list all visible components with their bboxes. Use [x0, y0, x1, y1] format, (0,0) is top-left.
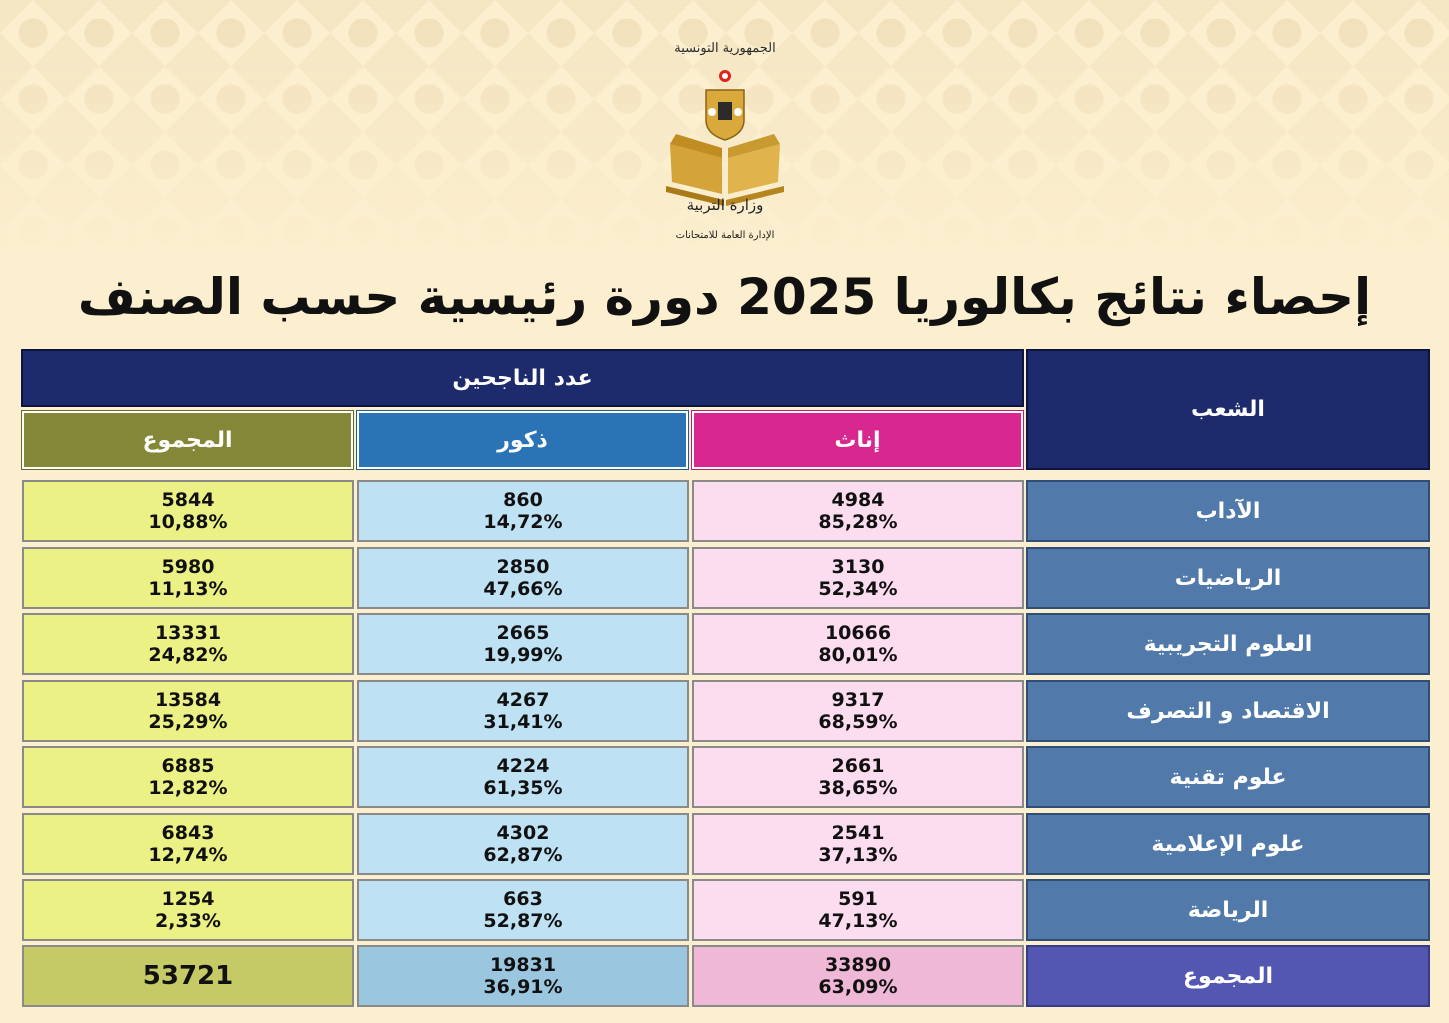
svg-text:الجمهورية التونسية: الجمهورية التونسية [674, 41, 776, 56]
total-percent: 2,33% [155, 910, 221, 932]
total-count: 13584 [154, 689, 222, 711]
female-count: 2661 [831, 755, 885, 777]
male-percent: 31,41% [483, 711, 563, 733]
svg-text:وزارة التربية: وزارة التربية [687, 196, 764, 214]
female-cell: 3130 52,34% [692, 547, 1024, 609]
female-percent: 85,28% [818, 511, 898, 533]
total-cell: 5980 11,13% [22, 547, 354, 609]
male-count: 2850 [496, 556, 550, 578]
total-percent: 25,29% [148, 711, 228, 733]
male-count: 4267 [496, 689, 550, 711]
male-cell: 4267 31,41% [357, 680, 689, 742]
male-cell: 663 52,87% [357, 879, 689, 941]
total-cell: 1254 2,33% [22, 879, 354, 941]
male-header: ذكور [356, 410, 689, 470]
female-percent: 80,01% [818, 644, 898, 666]
total-count: 5844 [161, 489, 215, 511]
male-percent: 61,35% [483, 777, 563, 799]
male-percent: 14,72% [483, 511, 563, 533]
total-count: 13331 [154, 622, 222, 644]
total-cell: 5844 10,88% [22, 480, 354, 542]
branch-name: الرياضة [1026, 879, 1430, 941]
total-count: 5980 [161, 556, 215, 578]
total-percent: 24,82% [148, 644, 228, 666]
male-cell: 4224 61,35% [357, 746, 689, 808]
female-cell: 10666 80,01% [692, 613, 1024, 675]
male-count: 663 [503, 888, 543, 910]
total-count: 6885 [161, 755, 215, 777]
total-header: المجموع [21, 410, 354, 470]
total-cell: 6885 12,82% [22, 746, 354, 808]
totals-male-cell: 19831 36,91% [357, 945, 689, 1007]
page-title: إحصاء نتائج بكالوريا 2025 دورة رئيسية حس… [77, 268, 1372, 326]
passed-header: عدد الناجحين [21, 349, 1024, 407]
totals-male-percent: 36,91% [483, 976, 563, 998]
totals-total-cell: 53721 [22, 945, 354, 1007]
female-cell: 4984 85,28% [692, 480, 1024, 542]
branch-name: علوم الإعلامية [1026, 813, 1430, 875]
total-percent: 10,88% [148, 511, 228, 533]
branch-name: الرياضيات [1026, 547, 1430, 609]
female-cell: 9317 68,59% [692, 680, 1024, 742]
grand-total: 53721 [142, 961, 234, 991]
female-percent: 52,34% [818, 578, 898, 600]
female-percent: 37,13% [818, 844, 898, 866]
female-count: 591 [838, 888, 878, 910]
total-percent: 11,13% [148, 578, 228, 600]
branch-name: الآداب [1026, 480, 1430, 542]
totals-female-cell: 33890 63,09% [692, 945, 1024, 1007]
male-count: 4224 [496, 755, 550, 777]
female-header: إناث [691, 410, 1024, 470]
female-cell: 591 47,13% [692, 879, 1024, 941]
female-cell: 2541 37,13% [692, 813, 1024, 875]
total-cell: 6843 12,74% [22, 813, 354, 875]
female-count: 10666 [824, 622, 892, 644]
female-percent: 68,59% [818, 711, 898, 733]
male-count: 4302 [496, 822, 550, 844]
male-cell: 4302 62,87% [357, 813, 689, 875]
total-count: 6843 [161, 822, 215, 844]
male-count: 2665 [496, 622, 550, 644]
male-percent: 52,87% [483, 910, 563, 932]
branch-name: العلوم التجريبية [1026, 613, 1430, 675]
male-percent: 19,99% [483, 644, 563, 666]
total-cell: 13331 24,82% [22, 613, 354, 675]
totals-male-count: 19831 [489, 954, 557, 976]
total-cell: 13584 25,29% [22, 680, 354, 742]
male-cell: 2850 47,66% [357, 547, 689, 609]
totals-female-percent: 63,09% [818, 976, 898, 998]
branch-name: علوم تقنية [1026, 746, 1430, 808]
branch-header: الشعب [1026, 349, 1430, 470]
male-percent: 62,87% [483, 844, 563, 866]
branch-name: الاقتصاد و التصرف [1026, 680, 1430, 742]
female-count: 2541 [831, 822, 885, 844]
male-count: 860 [503, 489, 543, 511]
ministry-logo: الجمهورية التونسية وزارة التربية الإدارة… [662, 36, 788, 250]
svg-text:الإدارة العامة للامتحانات: الإدارة العامة للامتحانات [676, 230, 775, 241]
female-count: 4984 [831, 489, 885, 511]
female-cell: 2661 38,65% [692, 746, 1024, 808]
totals-female-count: 33890 [824, 954, 892, 976]
male-cell: 860 14,72% [357, 480, 689, 542]
total-percent: 12,82% [148, 777, 228, 799]
total-count: 1254 [161, 888, 215, 910]
female-percent: 38,65% [818, 777, 898, 799]
male-cell: 2665 19,99% [357, 613, 689, 675]
male-percent: 47,66% [483, 578, 563, 600]
female-count: 9317 [831, 689, 885, 711]
total-percent: 12,74% [148, 844, 228, 866]
female-count: 3130 [831, 556, 885, 578]
totals-label: المجموع [1026, 945, 1430, 1007]
female-percent: 47,13% [818, 910, 898, 932]
